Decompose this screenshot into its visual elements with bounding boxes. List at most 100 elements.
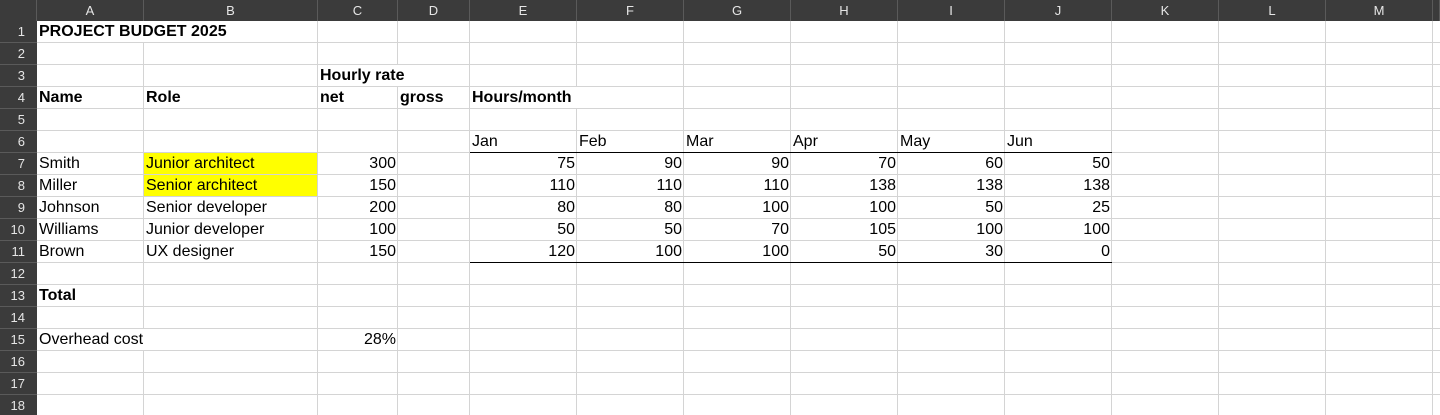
cell-g14[interactable] [684,307,791,329]
cell-a17[interactable] [37,373,144,395]
cell-b16[interactable] [144,351,318,373]
cell-f4[interactable] [577,87,684,109]
cell-g5[interactable] [684,109,791,131]
cell-h7[interactable]: 70 [791,153,898,175]
cell-f14[interactable] [577,307,684,329]
cell-g2[interactable] [684,43,791,65]
cell-e15[interactable] [470,329,577,351]
row-header-8[interactable]: 8 [0,175,37,197]
cell-c8[interactable]: 150 [318,175,398,197]
column-header-h[interactable]: H [791,0,898,21]
cell-e6[interactable]: Jan [470,131,577,153]
cell-d16[interactable] [398,351,470,373]
cell-i9[interactable]: 50 [898,197,1005,219]
column-header-d[interactable]: D [398,0,470,21]
cell-j6[interactable]: Jun [1005,131,1112,153]
cell-n13[interactable] [1433,285,1440,307]
cell-l7[interactable] [1219,153,1326,175]
cell-h15[interactable] [791,329,898,351]
row-header-16[interactable]: 16 [0,351,37,373]
column-header-a[interactable]: A [37,0,144,21]
cell-b9[interactable]: Senior developer [144,197,318,219]
cell-b3[interactable] [144,65,318,87]
cell-f8[interactable]: 110 [577,175,684,197]
cell-l14[interactable] [1219,307,1326,329]
cell-j18[interactable] [1005,395,1112,415]
cell-e17[interactable] [470,373,577,395]
cell-d11[interactable] [398,241,470,263]
cell-e12[interactable] [470,263,577,285]
column-header-j[interactable]: J [1005,0,1112,21]
cell-d18[interactable] [398,395,470,415]
cell-i8[interactable]: 138 [898,175,1005,197]
cell-b1[interactable] [144,21,318,43]
cell-j17[interactable] [1005,373,1112,395]
cell-i11[interactable]: 30 [898,241,1005,263]
cell-i2[interactable] [898,43,1005,65]
cell-m5[interactable] [1326,109,1433,131]
cell-e9[interactable]: 80 [470,197,577,219]
cell-a13[interactable]: Total [37,285,144,307]
cell-m18[interactable] [1326,395,1433,415]
cell-g1[interactable] [684,21,791,43]
cell-l18[interactable] [1219,395,1326,415]
cell-m11[interactable] [1326,241,1433,263]
column-header-g[interactable]: G [684,0,791,21]
cell-d3[interactable] [398,65,470,87]
cell-i7[interactable]: 60 [898,153,1005,175]
cell-h9[interactable]: 100 [791,197,898,219]
cell-n12[interactable] [1433,263,1440,285]
row-header-15[interactable]: 15 [0,329,37,351]
cell-a15[interactable]: Overhead cost [37,329,144,351]
row-header-18[interactable]: 18 [0,395,37,415]
cell-e3[interactable] [470,65,577,87]
cell-d9[interactable] [398,197,470,219]
cell-l4[interactable] [1219,87,1326,109]
cell-a18[interactable] [37,395,144,415]
cell-m2[interactable] [1326,43,1433,65]
column-header-l[interactable]: L [1219,0,1326,21]
cell-j9[interactable]: 25 [1005,197,1112,219]
cell-m12[interactable] [1326,263,1433,285]
cell-j1[interactable] [1005,21,1112,43]
cell-e14[interactable] [470,307,577,329]
cell-i18[interactable] [898,395,1005,415]
cell-n6[interactable] [1433,131,1440,153]
cell-g12[interactable] [684,263,791,285]
cell-l2[interactable] [1219,43,1326,65]
row-header-1[interactable]: 1 [0,21,37,43]
row-header-9[interactable]: 9 [0,197,37,219]
column-header-k[interactable]: K [1112,0,1219,21]
row-header-13[interactable]: 13 [0,285,37,307]
cell-i17[interactable] [898,373,1005,395]
cell-m4[interactable] [1326,87,1433,109]
cell-c11[interactable]: 150 [318,241,398,263]
cell-h13[interactable] [791,285,898,307]
cell-i13[interactable] [898,285,1005,307]
cell-d17[interactable] [398,373,470,395]
cell-f1[interactable] [577,21,684,43]
cell-j15[interactable] [1005,329,1112,351]
cell-d1[interactable] [398,21,470,43]
cell-n2[interactable] [1433,43,1440,65]
cell-m6[interactable] [1326,131,1433,153]
cell-f3[interactable] [577,65,684,87]
cell-g15[interactable] [684,329,791,351]
cell-k10[interactable] [1112,219,1219,241]
cell-c16[interactable] [318,351,398,373]
cell-i16[interactable] [898,351,1005,373]
cell-n11[interactable] [1433,241,1440,263]
cell-k5[interactable] [1112,109,1219,131]
cell-m14[interactable] [1326,307,1433,329]
cell-m10[interactable] [1326,219,1433,241]
cell-f6[interactable]: Feb [577,131,684,153]
cell-k9[interactable] [1112,197,1219,219]
cell-j12[interactable] [1005,263,1112,285]
cell-a2[interactable] [37,43,144,65]
cell-k6[interactable] [1112,131,1219,153]
cell-k18[interactable] [1112,395,1219,415]
cell-h4[interactable] [791,87,898,109]
cell-g8[interactable]: 110 [684,175,791,197]
row-header-2[interactable]: 2 [0,43,37,65]
cell-n7[interactable] [1433,153,1440,175]
